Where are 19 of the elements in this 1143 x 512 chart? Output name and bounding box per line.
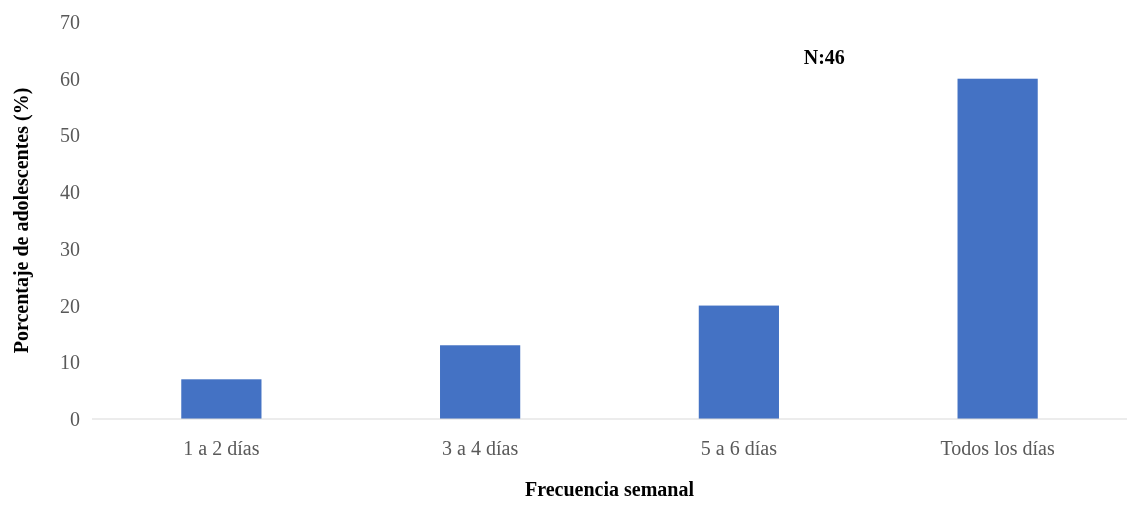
bar: [957, 78, 1038, 419]
bar: [698, 305, 779, 419]
x-tick-label: 5 a 6 días: [700, 437, 778, 459]
y-tick-label: 40: [60, 181, 80, 204]
y-tick-label: 0: [70, 408, 80, 430]
y-tick-label: 70: [60, 11, 80, 33]
x-tick-label: 3 a 4 días: [442, 437, 519, 459]
y-axis-title: Porcentaje de adolescentes (%): [10, 87, 33, 354]
y-tick-label: 10: [60, 351, 80, 374]
bar: [440, 345, 521, 419]
y-tick-label: 20: [60, 294, 80, 317]
annotation: N:46: [803, 46, 845, 68]
x-tick-label: 1 a 2 días: [183, 437, 260, 459]
y-tick-label: 60: [60, 67, 80, 90]
y-tick-label: 30: [60, 237, 80, 260]
x-axis-title: Frecuencia semanal: [524, 478, 695, 500]
bar: [181, 379, 262, 419]
x-tick-label: Todos los días: [940, 437, 1055, 459]
y-tick-label: 50: [60, 124, 80, 147]
